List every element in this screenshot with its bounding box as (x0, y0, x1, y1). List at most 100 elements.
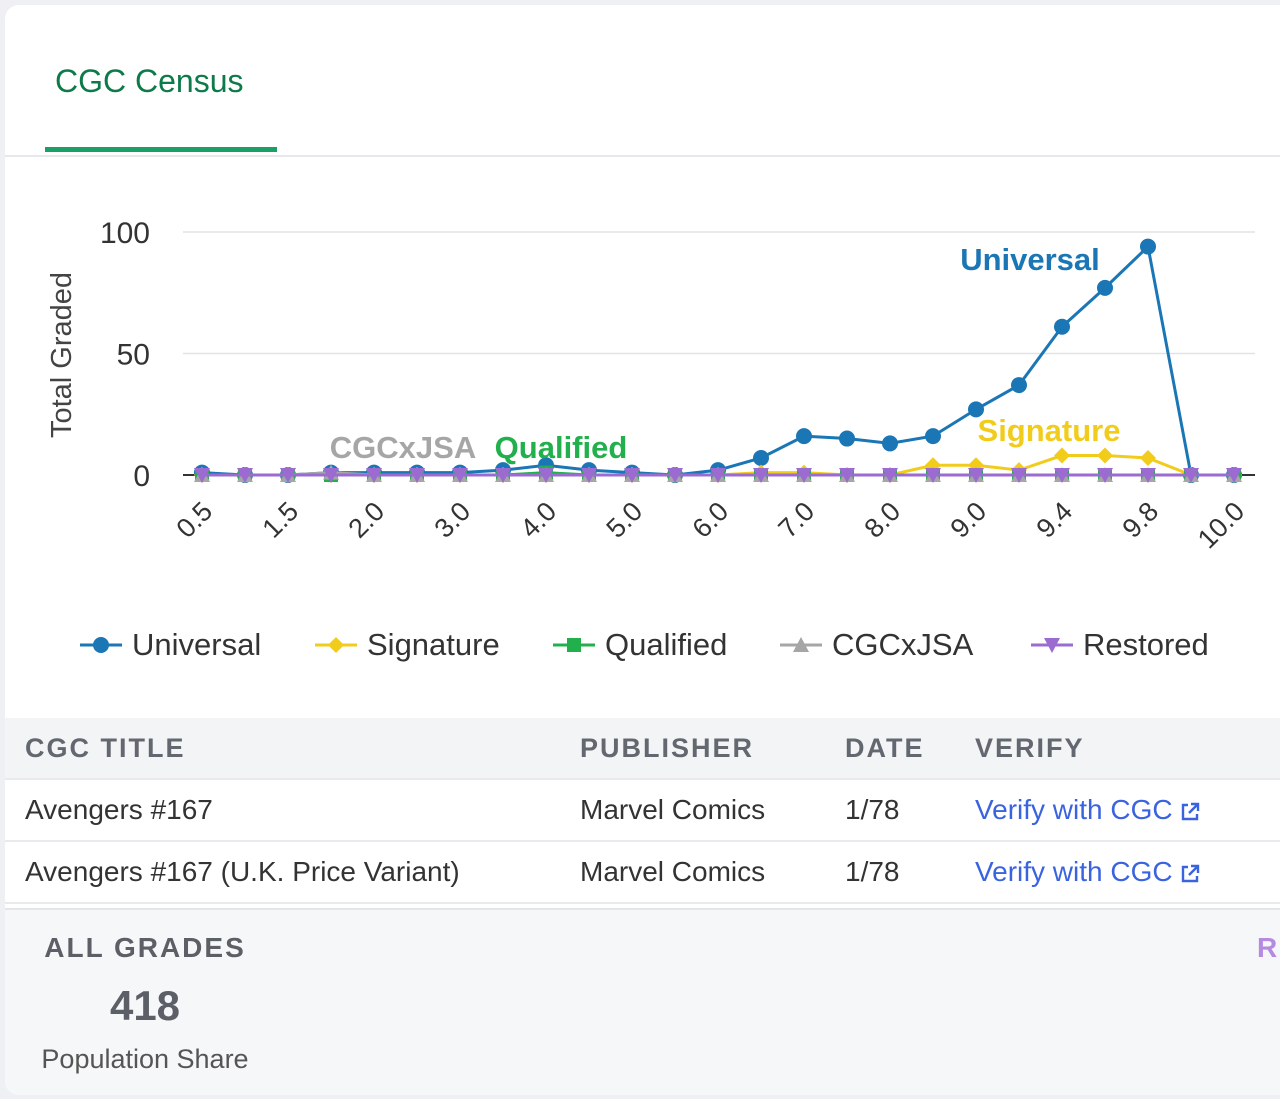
x-tick-label: 8.0 (858, 496, 906, 544)
data-point-restored (710, 468, 726, 483)
tab-active-indicator (45, 147, 277, 152)
verify-link-label: Verify with CGC (975, 794, 1173, 825)
tab-cgc-census[interactable]: CGC Census (55, 63, 244, 99)
data-point-restored (280, 468, 296, 483)
data-point-restored (194, 468, 210, 483)
data-point-restored (882, 468, 898, 483)
legend-item-cgcxjsa[interactable]: CGCxJSA (780, 617, 973, 673)
annotation-universal: Universal (960, 242, 1100, 277)
titles-table: CGC TITLE PUBLISHER DATE VERIFY Avengers… (5, 718, 1280, 904)
verify-with-cgc-link[interactable]: Verify with CGC (975, 794, 1201, 825)
stat-value: 418 (109, 982, 181, 1029)
annotation-qualified: Qualified (495, 430, 628, 465)
x-tick-label: 0.5 (170, 496, 218, 544)
tab-bar: CGC Census (5, 5, 1280, 157)
census-line-chart: 0 50 100 Total Graded 0.5 1.5 2.0 3.0 4.0 5.0 6.0 7… (46, 217, 1255, 554)
legend-label: Qualified (605, 627, 728, 662)
x-tick-label: 6.0 (686, 496, 734, 544)
y-tick-label: 50 (117, 339, 150, 372)
legend-marker-icon (315, 637, 357, 653)
legend-marker-icon (80, 637, 122, 653)
data-point-restored (753, 468, 769, 483)
x-tick-label: 9.0 (944, 496, 992, 544)
data-point-restored (1097, 468, 1113, 483)
data-point-restored (1226, 468, 1242, 483)
table-header-row: CGC TITLE PUBLISHER DATE VERIFY (5, 718, 1280, 780)
data-point-universal (753, 449, 769, 466)
data-point-restored (968, 468, 984, 483)
stat-share: Population Share (41, 1044, 249, 1074)
data-point-restored (409, 468, 425, 483)
legend-label: Signature (367, 627, 500, 662)
stat-label: ALL GRADES (44, 932, 246, 963)
data-point-universal (1054, 318, 1070, 335)
cell-title: Avengers #167 (U.K. Price Variant) (5, 841, 580, 904)
legend-marker-icon (780, 637, 822, 652)
col-header-verify: VERIFY (975, 718, 1280, 780)
data-point-restored (839, 468, 855, 483)
col-header-date[interactable]: DATE (845, 718, 975, 780)
verify-with-cgc-link[interactable]: Verify with CGC (975, 856, 1201, 887)
data-point-universal (882, 435, 898, 452)
external-link-icon (1181, 864, 1199, 882)
annotation-signature: Signature (978, 413, 1121, 448)
data-point-universal (1140, 238, 1156, 255)
legend-item-universal[interactable]: Universal (80, 617, 261, 673)
x-tick-label: 4.0 (514, 496, 562, 544)
x-tick-label: 5.0 (600, 496, 648, 544)
data-point-restored (1054, 468, 1070, 483)
legend-item-qualified[interactable]: Qualified (553, 617, 727, 673)
data-point-restored (323, 468, 339, 483)
legend-label: Universal (132, 627, 262, 662)
x-tick-label: 2.0 (342, 496, 390, 544)
col-header-publisher[interactable]: PUBLISHER (580, 718, 845, 780)
table-row: Avengers #167 Marvel Comics 1/78 Verify … (5, 779, 1280, 842)
cell-date: 1/78 (845, 841, 975, 904)
legend-item-signature[interactable]: Signature (315, 617, 500, 673)
x-tick-label: 9.8 (1116, 496, 1164, 544)
data-point-universal (968, 401, 984, 418)
data-point-restored (581, 468, 597, 483)
x-tick-label: 7.0 (772, 496, 820, 544)
legend-marker-icon (1031, 638, 1073, 653)
cell-date: 1/78 (845, 779, 975, 842)
data-point-restored (366, 468, 382, 483)
cell-verify: Verify with CGC (975, 779, 1280, 842)
x-tick-label: 3.0 (428, 496, 476, 544)
y-axis-label: Total Graded (46, 272, 78, 438)
cell-publisher: Marvel Comics (580, 841, 845, 904)
data-point-restored (1140, 468, 1156, 483)
data-point-restored (925, 468, 941, 483)
data-point-restored (237, 468, 253, 483)
x-tick-label: 10.0 (1192, 496, 1250, 554)
data-point-restored (452, 468, 468, 483)
data-point-universal (925, 428, 941, 445)
x-tick-label: 9.4 (1030, 496, 1078, 544)
data-point-restored (1183, 468, 1199, 483)
data-point-universal (1011, 377, 1027, 394)
stat-label: R (1257, 932, 1280, 963)
legend-label: CGCxJSA (832, 627, 974, 662)
col-header-title[interactable]: CGC TITLE (5, 718, 580, 780)
legend-marker-icon (553, 638, 595, 652)
data-point-restored (1011, 468, 1027, 483)
data-point-restored (796, 468, 812, 483)
legend-item-restored[interactable]: Restored (1031, 617, 1209, 673)
data-point-universal (1097, 279, 1113, 296)
data-point-restored (538, 468, 554, 483)
data-point-signature (1097, 447, 1113, 464)
data-point-universal (796, 428, 812, 445)
table-row: Avengers #167 (U.K. Price Variant) Marve… (5, 841, 1280, 904)
census-card: CGC Census 0 50 100 Total Graded 0.5 1.5 2.0 3.… (5, 5, 1280, 1095)
y-tick-label: 100 (100, 217, 150, 250)
data-point-signature (1054, 447, 1070, 464)
cell-title: Avengers #167 (5, 779, 580, 842)
cell-publisher: Marvel Comics (580, 779, 845, 842)
verify-link-label: Verify with CGC (975, 856, 1173, 887)
data-point-restored (495, 468, 511, 483)
annotation-cgcxjsa: CGCxJSA (330, 430, 476, 465)
legend-label: Restored (1083, 627, 1209, 662)
data-point-signature (1140, 449, 1156, 466)
data-point-restored (667, 468, 683, 483)
